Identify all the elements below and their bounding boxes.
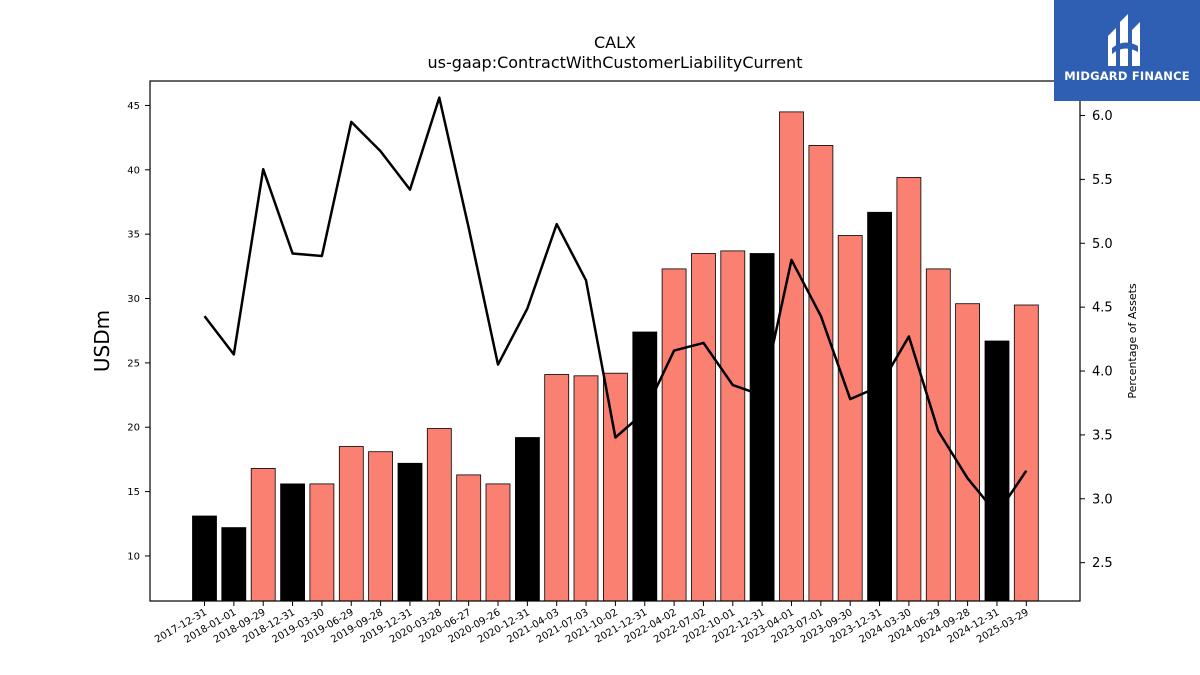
- y2-tick-label: 2.5: [1092, 556, 1113, 571]
- bar: [338, 446, 364, 602]
- bar: [837, 235, 863, 602]
- y2-tick-label: 3.5: [1092, 428, 1113, 443]
- y-axis-left: 10 15 20 25 30 35 40 45: [127, 101, 150, 562]
- y-tick-label: 15: [127, 487, 140, 498]
- bar: [896, 177, 922, 602]
- y-axis-label: USDm: [90, 310, 114, 372]
- bar: [397, 462, 423, 602]
- midgard-logo-icon: [1108, 14, 1140, 66]
- bar: [720, 250, 746, 602]
- bar: [867, 211, 892, 602]
- bar: [632, 331, 658, 602]
- y-tick-label: 45: [127, 101, 140, 112]
- bar: [1013, 304, 1039, 602]
- chart-title: CALX: [594, 33, 636, 52]
- y2-tick-label: 5.5: [1092, 173, 1113, 188]
- bar: [749, 253, 775, 602]
- bar: [925, 268, 951, 602]
- y-tick-label: 10: [127, 551, 140, 562]
- bar: [661, 268, 687, 602]
- percentage-line: [203, 96, 1028, 516]
- chart-subtitle: us-gaap:ContractWithCustomerLiabilityCur…: [428, 53, 803, 72]
- bar: [426, 428, 452, 602]
- brand-logo: MIDGARD FINANCE: [1054, 0, 1200, 101]
- bar: [250, 467, 276, 602]
- bars-group: [192, 111, 1039, 602]
- bar: [456, 474, 482, 602]
- bar: [779, 111, 804, 602]
- y2-tick-label: 4.0: [1092, 365, 1113, 380]
- y-tick-label: 25: [127, 358, 140, 369]
- y2-tick-label: 4.5: [1092, 301, 1113, 316]
- bar: [984, 340, 1010, 602]
- y-axis-right: 2.5 3.0 3.5 4.0 4.5 5.0 5.5 6.0: [1080, 109, 1113, 571]
- bar: [485, 483, 511, 602]
- bar: [221, 527, 247, 602]
- bar: [309, 483, 335, 602]
- brand-name: MIDGARD FINANCE: [1064, 69, 1190, 83]
- y2-tick-label: 6.0: [1092, 109, 1113, 124]
- bar: [280, 483, 306, 602]
- bar: [544, 374, 570, 602]
- x-axis: 2017-12-312018-01-012018-09-292018-12-31…: [153, 601, 1031, 646]
- bar: [192, 515, 217, 602]
- bar: [573, 375, 599, 602]
- bar: [808, 144, 834, 602]
- y-tick-label: 20: [127, 423, 140, 434]
- y-tick-label: 35: [127, 230, 140, 241]
- y2-tick-label: 5.0: [1092, 237, 1113, 252]
- bar: [955, 303, 980, 602]
- bar: [515, 437, 540, 602]
- bar: [691, 253, 716, 602]
- y2-tick-label: 3.0: [1092, 492, 1113, 507]
- y2-axis-label: Percentage of Assets: [1126, 283, 1139, 399]
- bar: [603, 372, 628, 602]
- y-tick-label: 40: [127, 165, 140, 176]
- y-tick-label: 30: [127, 294, 140, 305]
- bar: [368, 451, 394, 602]
